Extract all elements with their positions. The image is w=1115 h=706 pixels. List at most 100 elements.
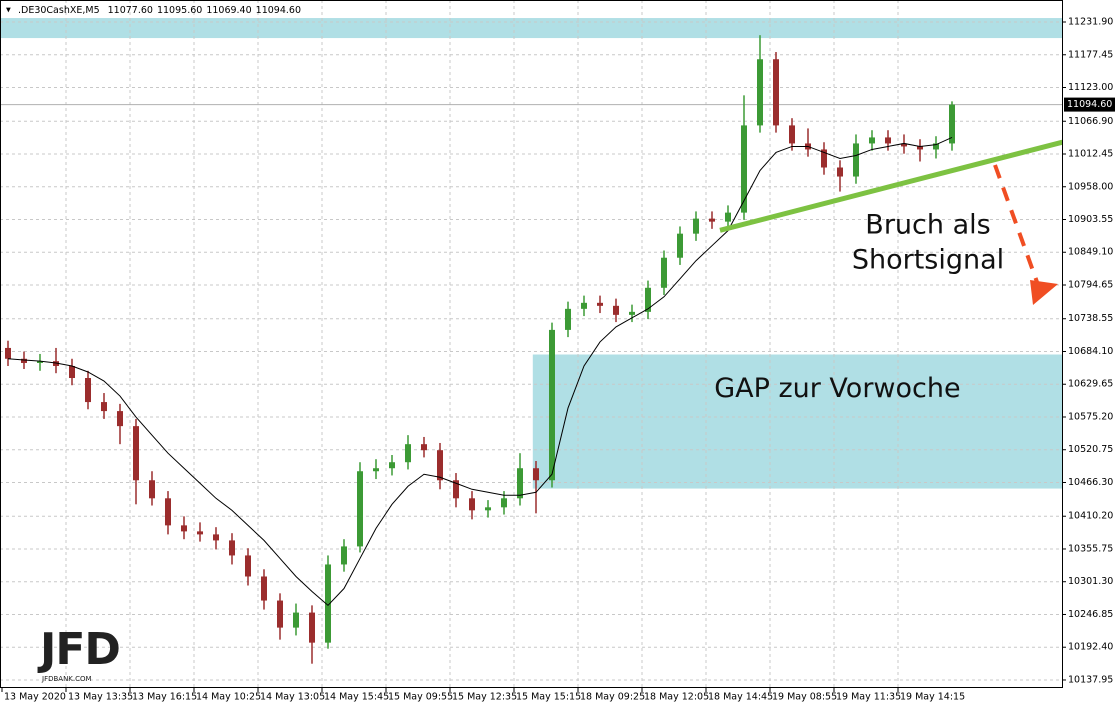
- candle-body: [165, 498, 171, 526]
- y-tick-label: 10794.65: [1068, 279, 1113, 290]
- zone-label: GAP zur Vorwoche: [714, 373, 960, 404]
- y-tick-label: 10849.10: [1068, 247, 1113, 258]
- candle-body: [197, 531, 203, 535]
- candle-body: [629, 311, 635, 315]
- current-price-label: 11094.60: [1067, 99, 1112, 110]
- candle-body: [581, 302, 587, 309]
- candle-body: [517, 468, 523, 499]
- annotation-line: Shortsignal: [852, 245, 1004, 276]
- candle-body: [837, 167, 843, 177]
- arrow: [993, 164, 1058, 305]
- y-tick-label: 10575.20: [1068, 411, 1113, 422]
- arrow-head: [1030, 280, 1058, 305]
- candle-body: [85, 378, 91, 403]
- candle-body: [437, 450, 443, 481]
- candle-body: [901, 143, 907, 147]
- header-open: 11077.60: [108, 5, 153, 16]
- annotation-line: Bruch als: [865, 210, 990, 241]
- candle-body: [133, 426, 139, 481]
- y-tick-label: 10410.20: [1068, 511, 1113, 522]
- candle-body: [21, 358, 27, 363]
- logo: JFD: [37, 624, 120, 675]
- y-tick-label: 10355.75: [1068, 543, 1113, 554]
- candle-body: [101, 402, 107, 412]
- candle-body: [117, 411, 123, 427]
- x-tick-label: 18 May 14:45: [708, 692, 773, 703]
- candle-body: [325, 564, 331, 643]
- candle-body: [677, 233, 683, 258]
- candle-body: [741, 125, 747, 213]
- logo-sub: JFDBANK.COM: [41, 675, 92, 683]
- candle-body: [693, 218, 699, 234]
- candle-body: [277, 600, 283, 628]
- header-close: 11094.60: [256, 5, 301, 16]
- y-tick-label: 10958.00: [1068, 181, 1113, 192]
- x-tick-label: 15 May 09:55: [388, 692, 453, 703]
- y-tick-label: 11066.90: [1068, 116, 1113, 127]
- candle-body: [869, 137, 875, 144]
- plot: [5, 35, 1064, 664]
- x-tick-label: 18 May 12:05: [644, 692, 709, 703]
- candle-body: [453, 480, 459, 499]
- candle-body: [357, 471, 363, 547]
- y-tick-label: 11123.00: [1068, 82, 1113, 93]
- trend-line: [719, 139, 1064, 233]
- candle-body: [5, 347, 11, 359]
- arrow-shaft: [993, 164, 1039, 283]
- zone: [0, 18, 1062, 39]
- candle-body: [949, 104, 955, 144]
- header-low: 11069.40: [206, 5, 251, 16]
- candle-body: [757, 59, 763, 126]
- current-price-box: [1064, 97, 1115, 112]
- y-tick-label: 10684.10: [1068, 346, 1113, 357]
- candle-body: [261, 576, 267, 601]
- moving-average: [7, 136, 953, 607]
- candle-body: [53, 361, 59, 366]
- x-tick-label: 19 May 14:15: [900, 692, 965, 703]
- y-tick-label: 10192.40: [1068, 642, 1113, 653]
- x-tick-label: 19 May 11:35: [836, 692, 901, 703]
- menu-arrow: ▾: [6, 5, 11, 16]
- candle-body: [917, 146, 923, 150]
- y-tick-label: 10137.95: [1068, 674, 1113, 685]
- x-tick-label: 18 May 09:25: [580, 692, 645, 703]
- candle-body: [373, 468, 379, 472]
- candle-body: [485, 507, 491, 511]
- x-tick-label: 14 May 15:45: [324, 692, 389, 703]
- candle-body: [597, 302, 603, 306]
- candle-body: [421, 444, 427, 451]
- x-tick-label: 14 May 13:05: [260, 692, 325, 703]
- candle-body: [725, 212, 731, 222]
- y-tick-label: 10903.55: [1068, 214, 1113, 225]
- candle-body: [533, 468, 539, 481]
- grid: [0, 0, 1062, 688]
- candle-body: [661, 257, 667, 288]
- header-high: 11095.60: [157, 5, 202, 16]
- candle-body: [293, 612, 299, 628]
- x-tick-label: 14 May 10:25: [196, 692, 261, 703]
- y-tick-label: 11012.45: [1068, 149, 1113, 160]
- candle-body: [341, 546, 347, 565]
- candle-body: [565, 308, 571, 330]
- y-tick-label: 10246.85: [1068, 609, 1113, 620]
- x-tick-label: 13 May 2020: [4, 692, 66, 703]
- candle-body: [245, 555, 251, 577]
- candle-body: [933, 143, 939, 150]
- x-tick-label: 13 May 13:35: [68, 692, 133, 703]
- candle-body: [229, 540, 235, 556]
- candle-body: [853, 143, 859, 177]
- x-tick-label: 19 May 08:55: [772, 692, 837, 703]
- candle-body: [773, 59, 779, 126]
- y-tick-label: 11177.45: [1068, 49, 1113, 60]
- x-tick-label: 13 May 16:15: [132, 692, 197, 703]
- y-tick-label: 10520.75: [1068, 444, 1113, 455]
- candle-body: [309, 612, 315, 643]
- candle-body: [181, 525, 187, 532]
- candle-body: [469, 498, 475, 511]
- candle-body: [709, 218, 715, 222]
- candle-body: [645, 287, 651, 312]
- candle-body: [149, 480, 155, 499]
